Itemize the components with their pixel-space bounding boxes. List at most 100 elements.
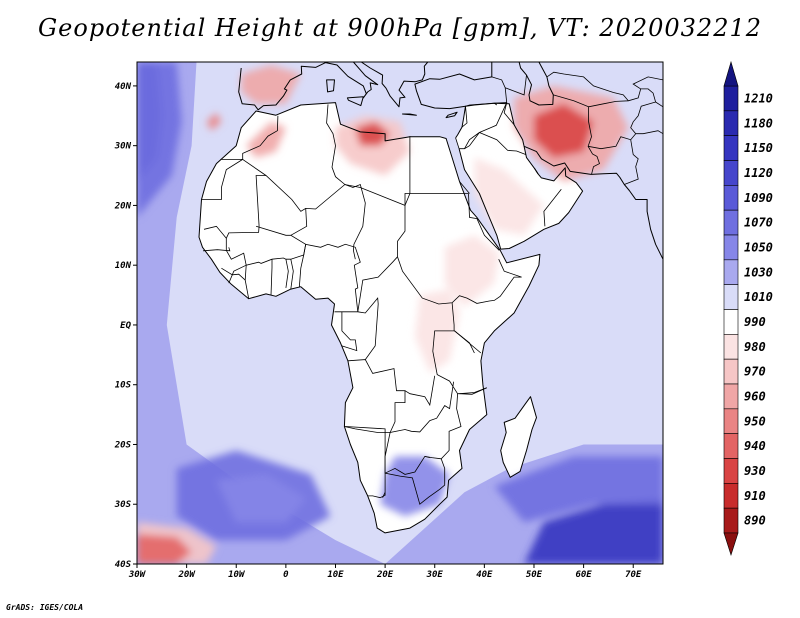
country-border — [397, 136, 522, 305]
south-atlantic-core — [216, 474, 306, 523]
colorbar-swatch — [723, 483, 739, 509]
x-tick-label: 40E — [476, 570, 493, 580]
y-tick-label: EQ — [120, 321, 131, 331]
colorbar-label: 1090 — [744, 191, 773, 205]
country-border — [461, 106, 468, 128]
country-border — [384, 455, 430, 475]
x-tick-label: 50E — [526, 570, 543, 580]
colorbar-swatch — [723, 284, 739, 310]
country-border — [202, 247, 231, 252]
country-border — [468, 193, 500, 251]
colorbar-swatch — [723, 507, 739, 534]
x-tick-label: 20E — [376, 570, 394, 580]
y-tick-label: 10N — [115, 261, 132, 271]
colorbar-swatch — [723, 209, 739, 236]
country-border — [228, 264, 247, 284]
colorbar-swatch — [723, 135, 739, 161]
colorbar-label: 990 — [744, 315, 766, 329]
grads-credit: GrADS: IGES/COLA — [6, 603, 84, 612]
country-border — [290, 208, 308, 236]
x-tick-label: 0 — [283, 570, 289, 580]
sw-low-inner — [137, 534, 192, 564]
country-border — [384, 302, 462, 505]
colorbar-label: 1150 — [744, 141, 773, 155]
longitude-axis: 30W 20W 10W 0 10E 20E 30E 40E 50E 60E 70E — [128, 564, 642, 580]
colorbar-label: 910 — [744, 489, 766, 503]
country-border — [382, 492, 386, 498]
colorbar-label: 930 — [744, 464, 766, 478]
morocco-low — [246, 121, 286, 158]
ethiopia-low — [444, 235, 500, 307]
colorbar-label: 970 — [744, 365, 766, 379]
colorbar-swatch — [723, 185, 739, 211]
country-borders — [201, 71, 663, 505]
y-tick-label: 40S — [115, 560, 132, 570]
y-tick-label: 20N — [114, 201, 132, 211]
colorbar-swatch — [723, 309, 739, 335]
colorbar-swatch — [723, 259, 739, 285]
country-border — [404, 375, 436, 407]
country-border — [244, 254, 304, 299]
map-title: Geopotential Height at 900hPa [gpm], VT:… — [38, 14, 762, 42]
country-border — [459, 102, 508, 150]
y-tick-label: 20S — [114, 440, 132, 450]
libya-low-inner — [355, 121, 391, 146]
map-frame — [136, 61, 664, 565]
y-tick-label: 10S — [115, 381, 132, 391]
colorbar-swatch — [723, 433, 739, 459]
country-border — [203, 225, 227, 251]
crete-coastline — [402, 113, 417, 116]
colorbar-swatch — [723, 408, 739, 434]
canary-low — [206, 112, 222, 131]
country-border — [225, 175, 266, 239]
country-border — [546, 71, 629, 102]
country-border — [543, 189, 562, 227]
colorbar-swatch — [723, 110, 739, 136]
country-border — [491, 76, 508, 103]
country-border — [454, 330, 475, 354]
y-tick-label: 40N — [115, 82, 132, 92]
balkans-coastline — [361, 62, 429, 108]
country-border — [635, 130, 663, 135]
iran-low-inner — [534, 103, 594, 158]
africa-coastline — [198, 102, 541, 534]
atlantic-nw-mid — [137, 62, 182, 218]
colorbar-swatch — [723, 383, 739, 410]
colorbar-label: 1120 — [744, 166, 773, 180]
colorbar-label: 1030 — [744, 265, 773, 279]
x-tick-label: 10W — [228, 570, 246, 580]
country-border — [459, 387, 487, 395]
colorbar-swatch — [723, 334, 739, 360]
y-tick-label: 30S — [114, 500, 132, 510]
colorbar-label: 1050 — [744, 240, 773, 254]
colorbar-label: 1010 — [744, 290, 773, 304]
iberia-low — [241, 65, 301, 104]
south-indian-mid — [494, 456, 663, 523]
cyprus-coastline — [445, 111, 458, 119]
colorbar-label: 950 — [744, 414, 766, 428]
persian-gulf-w-coastline — [534, 168, 539, 175]
x-tick-label: 30W — [128, 570, 147, 580]
country-border — [225, 250, 247, 266]
country-border — [624, 139, 639, 185]
colorbar-label: 1070 — [744, 216, 773, 230]
africa-land — [199, 102, 540, 533]
colorbar-swatch — [723, 234, 739, 261]
colorbar-label: 940 — [744, 439, 766, 453]
arabia-low — [474, 157, 544, 236]
country-border — [290, 259, 294, 290]
country-border — [503, 102, 515, 126]
colorbar-swatch — [723, 160, 739, 186]
country-border — [655, 101, 663, 108]
colorbar-label: 890 — [744, 514, 766, 528]
country-border — [459, 181, 470, 194]
x-tick-label: 10E — [327, 570, 344, 580]
country-border — [285, 259, 289, 288]
map-plot-area — [137, 62, 663, 564]
colorbar-swatch — [723, 458, 739, 484]
madagascar-coastline — [500, 396, 537, 478]
madagascar-land — [500, 396, 537, 478]
country-border — [344, 183, 366, 260]
sardinia-coastline — [326, 79, 335, 93]
colorbar-bottom-arrow — [723, 532, 739, 556]
